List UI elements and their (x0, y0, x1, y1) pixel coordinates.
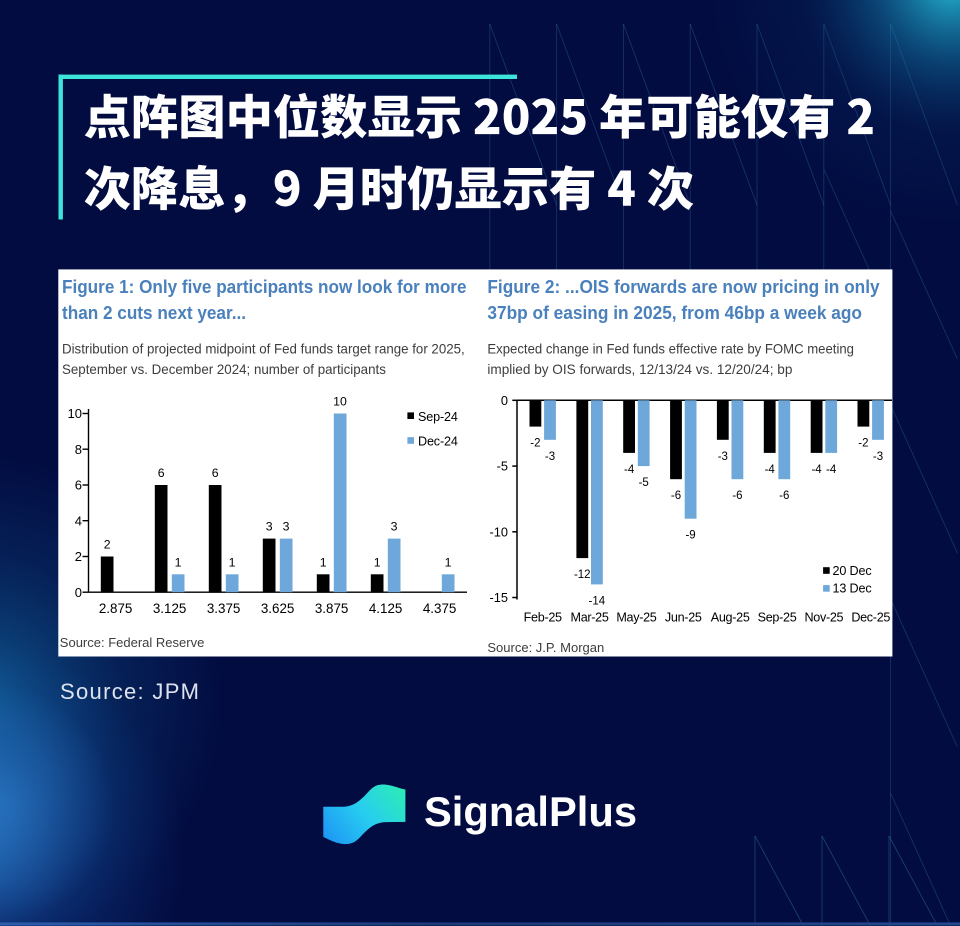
svg-text:Source: Federal Reserve: Source: Federal Reserve (60, 635, 205, 650)
svg-text:-6: -6 (779, 490, 789, 502)
svg-text:6: 6 (75, 478, 82, 493)
svg-text:Feb-25: Feb-25 (524, 610, 562, 624)
svg-text:-5: -5 (497, 459, 508, 474)
svg-text:-14: -14 (589, 595, 606, 607)
svg-text:-3: -3 (718, 451, 728, 463)
svg-text:6: 6 (158, 466, 165, 480)
svg-text:-2: -2 (530, 438, 540, 450)
svg-text:8: 8 (75, 442, 82, 457)
svg-text:3: 3 (283, 520, 290, 534)
svg-text:-3: -3 (873, 451, 883, 463)
svg-text:4: 4 (75, 513, 82, 528)
svg-text:Nov-25: Nov-25 (804, 610, 843, 624)
svg-text:4.125: 4.125 (369, 601, 403, 616)
svg-text:SignalPlus: SignalPlus (424, 788, 637, 835)
svg-text:3: 3 (266, 520, 273, 534)
svg-text:-4: -4 (765, 464, 776, 476)
svg-text:-2: -2 (858, 438, 868, 450)
svg-text:Dec-25: Dec-25 (851, 610, 890, 624)
svg-text:6: 6 (212, 466, 219, 480)
svg-text:Dec-24: Dec-24 (418, 435, 458, 449)
svg-text:Figure 1: Only five participan: Figure 1: Only five participants now loo… (62, 277, 467, 297)
svg-text:0: 0 (75, 585, 82, 600)
svg-text:-15: -15 (490, 590, 509, 605)
svg-text:Sep-24: Sep-24 (418, 410, 458, 424)
svg-text:20 Dec: 20 Dec (833, 564, 872, 578)
svg-text:Expected change in Fed funds e: Expected change in Fed funds effective r… (487, 342, 854, 357)
svg-text:than 2 cuts next year...: than 2 cuts next year... (62, 303, 246, 323)
svg-text:-6: -6 (732, 490, 742, 502)
svg-text:Source: J.P. Morgan: Source: J.P. Morgan (487, 640, 604, 655)
svg-text:1: 1 (374, 555, 381, 569)
svg-text:-4: -4 (826, 464, 837, 476)
svg-text:10: 10 (333, 395, 347, 409)
svg-text:Aug-25: Aug-25 (711, 610, 750, 624)
svg-text:2: 2 (75, 549, 82, 564)
svg-text:2: 2 (104, 537, 111, 551)
svg-text:implied by OIS forwards, 12/13: implied by OIS forwards, 12/13/24 vs. 12… (487, 362, 792, 377)
svg-text:-6: -6 (671, 490, 681, 502)
svg-text:3.375: 3.375 (207, 601, 241, 616)
svg-text:1: 1 (229, 555, 236, 569)
svg-text:Figure 2: ...OIS forwards are: Figure 2: ...OIS forwards are now pricin… (487, 277, 879, 297)
svg-text:September vs. December 2024; n: September vs. December 2024; number of p… (62, 362, 386, 377)
svg-text:Mar-25: Mar-25 (571, 610, 609, 624)
svg-text:4.375: 4.375 (423, 601, 457, 616)
svg-text:-5: -5 (639, 477, 649, 489)
svg-text:0: 0 (501, 393, 508, 408)
svg-text:-3: -3 (545, 451, 555, 463)
svg-text:37bp of easing in 2025, from 4: 37bp of easing in 2025, from 46bp a week… (487, 303, 862, 323)
svg-text:13 Dec: 13 Dec (833, 582, 872, 596)
svg-text:Distribution of projected midp: Distribution of projected midpoint of Fe… (62, 342, 465, 357)
svg-text:1: 1 (445, 555, 452, 569)
svg-text:Sep-25: Sep-25 (758, 610, 797, 624)
svg-text:3.125: 3.125 (153, 601, 187, 616)
svg-text:-10: -10 (490, 524, 509, 539)
svg-text:May-25: May-25 (616, 610, 656, 624)
svg-text:Source: JPM: Source: JPM (60, 679, 199, 704)
svg-text:1: 1 (320, 555, 327, 569)
svg-text:Jun-25: Jun-25 (665, 610, 702, 624)
svg-text:10: 10 (68, 406, 82, 421)
svg-text:-4: -4 (811, 464, 822, 476)
svg-text:3: 3 (391, 520, 398, 534)
svg-text:3.875: 3.875 (315, 601, 349, 616)
svg-text:3.625: 3.625 (261, 601, 295, 616)
svg-text:2.875: 2.875 (99, 601, 133, 616)
svg-text:-4: -4 (624, 464, 635, 476)
svg-text:-9: -9 (685, 530, 695, 542)
svg-text:-12: -12 (574, 569, 591, 581)
svg-text:1: 1 (175, 555, 182, 569)
